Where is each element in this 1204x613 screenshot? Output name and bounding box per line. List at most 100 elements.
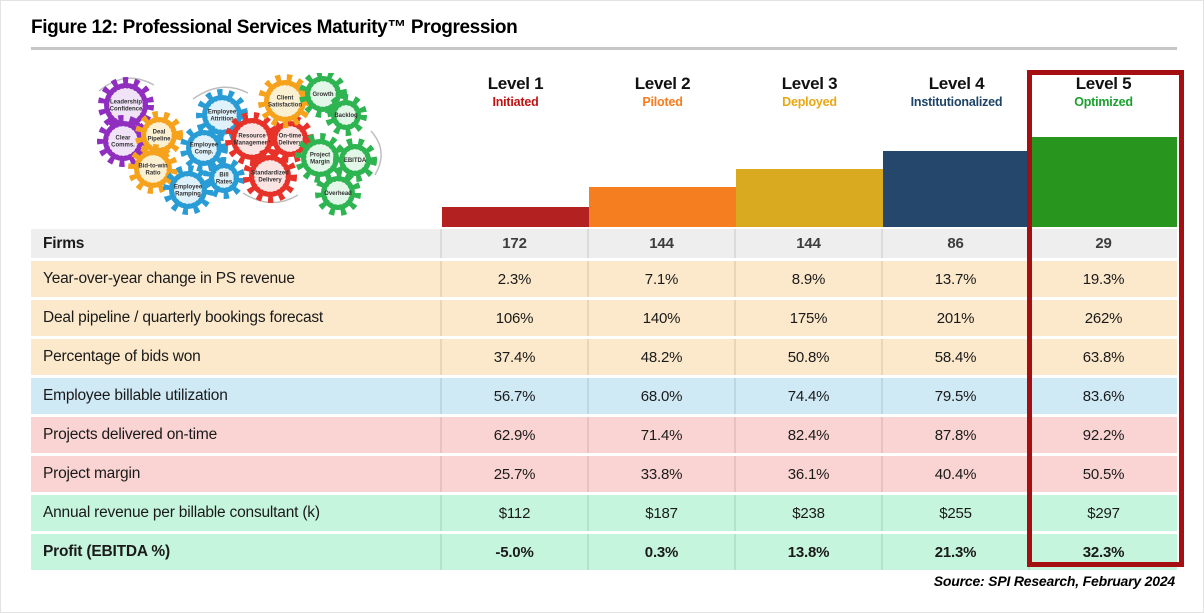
gear-label: Delivery bbox=[258, 178, 282, 184]
cell-value: 58.4% bbox=[883, 339, 1030, 375]
level-subtitle: Institutionalized bbox=[910, 95, 1003, 109]
cell-value: $255 bbox=[883, 495, 1030, 531]
cell-value: 56.7% bbox=[442, 378, 589, 414]
table-row: Firms 172 144 144 86 29 bbox=[31, 229, 1177, 258]
level-bar bbox=[442, 207, 589, 227]
level-bar bbox=[589, 187, 736, 227]
cell-value: 106% bbox=[442, 300, 589, 336]
level-name: Level 2 bbox=[634, 74, 691, 93]
cell-value: 86 bbox=[883, 229, 1030, 258]
cell-value: 13.8% bbox=[736, 534, 883, 570]
level-column-4: Level 4 Institutionalized bbox=[883, 69, 1030, 229]
cell-value: 0.3% bbox=[589, 534, 736, 570]
gear-label: Margin bbox=[310, 160, 330, 166]
gear-label: Comp. bbox=[195, 150, 214, 156]
cell-value: 19.3% bbox=[1082, 270, 1125, 288]
cell-value: 62.9% bbox=[442, 417, 589, 453]
level-column-3: Level 3 Deployed bbox=[736, 69, 883, 229]
gear-label: On-time bbox=[279, 134, 302, 140]
gear-label: Client bbox=[277, 96, 294, 102]
cell-value: 92.2% bbox=[1082, 426, 1125, 444]
level-name: Level 1 bbox=[487, 74, 544, 93]
table-row: Profit (EBITDA %) -5.0% 0.3% 13.8% 21.3% 32.3… bbox=[31, 534, 1177, 570]
cell-value: 201% bbox=[883, 300, 1030, 336]
cell-value: -5.0% bbox=[442, 534, 589, 570]
cell-value: 175% bbox=[736, 300, 883, 336]
cell-value: 262% bbox=[1084, 309, 1123, 327]
figure-title: Figure 12: Professional Services Maturit… bbox=[31, 17, 518, 38]
gear-label: Confidence bbox=[110, 107, 143, 113]
cell-value: 7.1% bbox=[589, 261, 736, 297]
row-label: Year-over-year change in PS revenue bbox=[31, 261, 442, 297]
gear-label: Pipeline bbox=[147, 137, 171, 143]
gear-label: Ramping bbox=[175, 192, 201, 198]
gear-label: Ratio bbox=[146, 171, 161, 177]
level-bar bbox=[883, 151, 1030, 227]
cell-value: 8.9% bbox=[736, 261, 883, 297]
level-header-row: Level 1 Initiated Level 2 Piloted Level 3 Dep… bbox=[442, 69, 1177, 229]
table-row: Project margin 25.7% 33.8% 36.1% 40.4% 50.5% bbox=[31, 456, 1177, 492]
cell-value: $297 bbox=[1087, 504, 1120, 522]
level-name: Level 5 bbox=[1075, 74, 1132, 93]
row-label: Percentage of bids won bbox=[31, 339, 442, 375]
level-subtitle: Initiated bbox=[492, 95, 539, 109]
cell-value: 83.6% bbox=[1082, 387, 1125, 405]
maturity-gears-illustration: LeadershipConfidenceClearComms.DealPipel… bbox=[97, 73, 382, 216]
level-column-2: Level 2 Piloted bbox=[589, 69, 736, 229]
gear-label: Attrition bbox=[210, 117, 234, 123]
table-row: Year-over-year change in PS revenue 2.3% 7… bbox=[31, 261, 1177, 297]
cell-value: 50.8% bbox=[736, 339, 883, 375]
gear-label: Employee bbox=[190, 143, 219, 149]
gear-label: Standardized bbox=[251, 171, 289, 177]
gear-overhead: Overhead bbox=[315, 170, 361, 216]
cell-value: 50.5% bbox=[1082, 465, 1125, 483]
level-subtitle: Deployed bbox=[782, 95, 837, 109]
row-label: Deal pipeline / quarterly bookings forec… bbox=[31, 300, 442, 336]
gear-ebitda: EBITDA bbox=[333, 138, 377, 182]
cell-value: 21.3% bbox=[883, 534, 1030, 570]
cell-value: 36.1% bbox=[736, 456, 883, 492]
gear-label: Leadership bbox=[110, 100, 142, 106]
table-row: Percentage of bids won 37.4% 48.2% 50.8% 58.… bbox=[31, 339, 1177, 375]
gear-label: Bid-to-win bbox=[138, 164, 168, 170]
cell-value: 13.7% bbox=[883, 261, 1030, 297]
gear-label: Resource bbox=[238, 134, 266, 140]
cell-value: 79.5% bbox=[883, 378, 1030, 414]
cell-value: 33.8% bbox=[589, 456, 736, 492]
row-label: Project margin bbox=[31, 456, 442, 492]
level-name: Level 3 bbox=[781, 74, 838, 93]
cell-value: 144 bbox=[736, 229, 883, 258]
gear-label: Deal bbox=[153, 130, 166, 136]
gear-label: Backlog bbox=[334, 113, 358, 119]
cell-value: 87.8% bbox=[883, 417, 1030, 453]
cell-value: 40.4% bbox=[883, 456, 1030, 492]
cell-value: $187 bbox=[589, 495, 736, 531]
row-label: Annual revenue per billable consultant (… bbox=[31, 495, 442, 531]
level-subtitle: Optimized bbox=[1074, 95, 1133, 109]
cell-value: 29 bbox=[1095, 235, 1112, 252]
row-label: Profit (EBITDA %) bbox=[31, 534, 442, 570]
level-name: Level 4 bbox=[928, 74, 985, 93]
gear-label: Bill bbox=[219, 173, 229, 179]
cell-value: 32.3% bbox=[1082, 543, 1125, 561]
gear-label: Employee bbox=[174, 185, 203, 191]
cell-value: 140% bbox=[589, 300, 736, 336]
level-column-1: Level 1 Initiated bbox=[442, 69, 589, 229]
cell-value: 25.7% bbox=[442, 456, 589, 492]
gear-label: Employee bbox=[208, 110, 237, 116]
table-row: Employee billable utilization 56.7% 68.0% 7… bbox=[31, 378, 1177, 414]
cell-value: 82.4% bbox=[736, 417, 883, 453]
gear-label: Overhead bbox=[324, 191, 352, 197]
cell-value: 37.4% bbox=[442, 339, 589, 375]
title-divider bbox=[31, 47, 1177, 50]
source-note: Source: SPI Research, February 2024 bbox=[933, 573, 1175, 589]
table-row: Annual revenue per billable consultant (… bbox=[31, 495, 1177, 531]
level-subtitle: Piloted bbox=[642, 95, 683, 109]
cell-value: 74.4% bbox=[736, 378, 883, 414]
gear-label: Growth bbox=[313, 92, 334, 98]
row-label: Projects delivered on-time bbox=[31, 417, 442, 453]
cell-value: 144 bbox=[589, 229, 736, 258]
